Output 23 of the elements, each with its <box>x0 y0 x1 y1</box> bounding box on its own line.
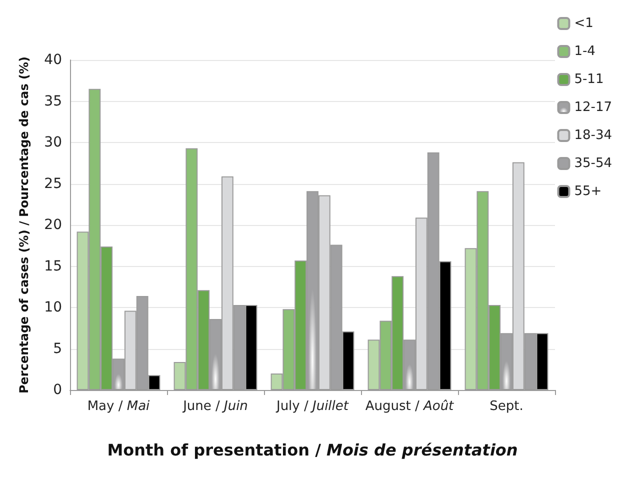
y-tick-label: 20 <box>44 217 62 233</box>
y-tick-label: 15 <box>44 258 62 274</box>
legend-label: <1 <box>574 16 594 31</box>
y-tick-label: 35 <box>44 93 62 110</box>
y-axis-title: Percentage of cases (%) / Pourcentage de cas (%) <box>17 56 31 394</box>
x-tick-label: Sept. <box>490 399 524 414</box>
x-tick-label: July / Juillet <box>275 399 350 414</box>
y-tick-label: 30 <box>44 134 62 150</box>
x-axis-title: Month of presentation / Mois de présentation <box>107 440 518 460</box>
legend-label: 1-4 <box>574 44 596 59</box>
y-tick-label: 25 <box>44 176 62 192</box>
legend-label: 35-54 <box>574 156 612 171</box>
y-tick-label: 40 <box>44 52 62 68</box>
legend-label: 55+ <box>574 184 602 199</box>
x-tick-label: August / Août <box>365 399 455 414</box>
legend-label: 5-11 <box>574 72 604 87</box>
legend-label: 12-17 <box>574 100 612 115</box>
y-tick-label: 10 <box>44 300 62 316</box>
y-tick-label: 5 <box>53 340 62 357</box>
y-tick-label: 0 <box>53 382 62 398</box>
x-tick-label: May / Mai <box>87 399 150 414</box>
x-tick-label: June / Juin <box>182 399 248 414</box>
legend-label: 18-34 <box>574 128 612 143</box>
